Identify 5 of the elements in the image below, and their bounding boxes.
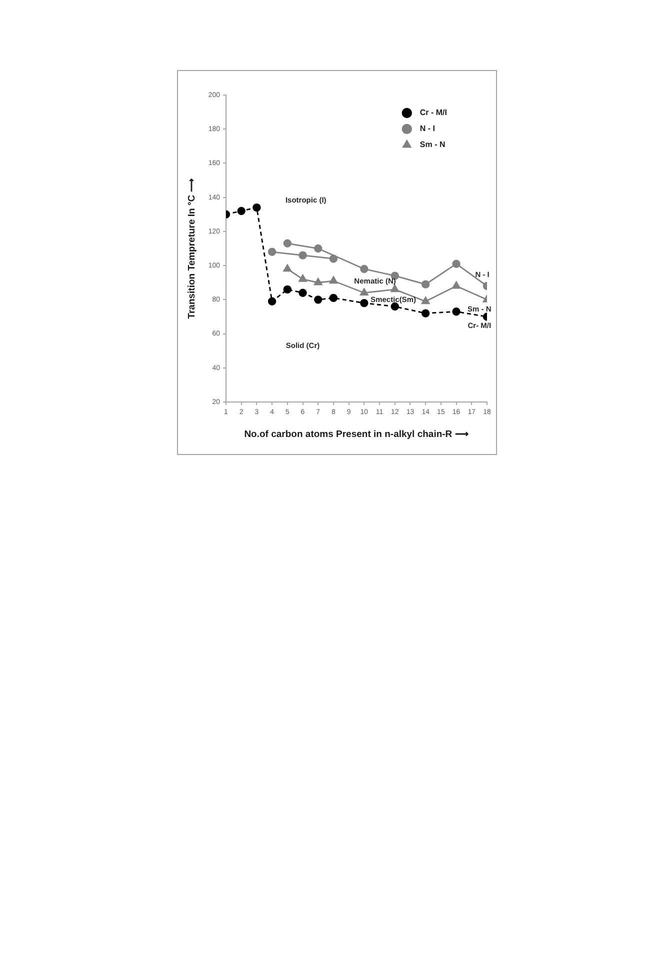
legend-label: N - I — [420, 124, 435, 134]
legend-label: Sm - N — [420, 140, 446, 150]
x-axis-title: No.of carbon atoms Present in n-alkyl chain-R ⟶ — [244, 428, 470, 440]
y-axis-title: Transition Tempreture In °C ⟶ — [186, 177, 198, 319]
legend-label: Cr - M/I — [420, 108, 447, 118]
